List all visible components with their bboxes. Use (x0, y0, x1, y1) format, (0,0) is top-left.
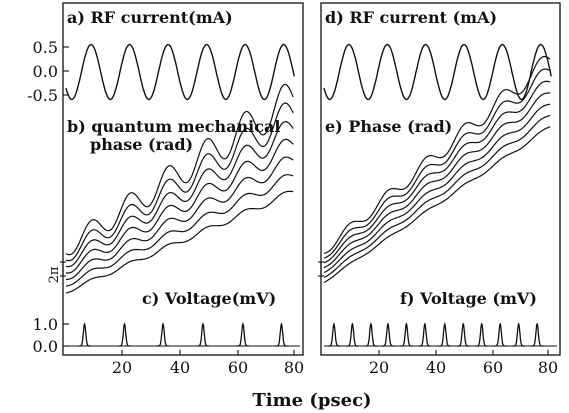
series-phase-e-1 (323, 114, 551, 279)
xtick-left-80: 80 (284, 358, 304, 377)
spike-f-0 (327, 322, 341, 347)
series-phase-b-1 (65, 174, 294, 287)
spike-c-1 (118, 322, 131, 347)
ytick-a-0: 0.5 (33, 38, 58, 57)
spike-f-5 (418, 322, 431, 347)
series-rf-current-d (323, 43, 552, 101)
series-phase-e-0 (323, 126, 551, 284)
xtick-left-20: 20 (112, 358, 132, 377)
spike-f-7 (457, 322, 470, 347)
xtick-right-40: 40 (426, 358, 446, 377)
ytick-c-1: 0.0 (33, 337, 58, 356)
spike-f-2 (364, 322, 377, 347)
series-phase-b-2 (66, 156, 294, 281)
series-phase-b-0 (65, 190, 294, 294)
series-phase-b-4 (65, 120, 294, 268)
title-f: f) Voltage (mV) (400, 289, 537, 308)
right-panel-frame (320, 2, 561, 356)
spike-c-3 (196, 322, 209, 347)
two-pi-bar (60, 261, 66, 277)
spike-f-4 (400, 322, 413, 347)
title-a: a) RF current(mA) (67, 8, 233, 27)
two-pi-label: 2π (47, 266, 62, 283)
spike-c-2 (156, 322, 169, 347)
ytick-a-2: -0.5 (27, 86, 58, 105)
spike-f-8 (475, 322, 488, 347)
series-phase-b-5 (65, 102, 294, 262)
series-phase-e-6 (323, 55, 551, 254)
series-phase-e-5 (323, 68, 551, 259)
spike-f-1 (346, 322, 359, 347)
xtick-right-80: 80 (538, 358, 558, 377)
xtick-marks (121, 350, 549, 355)
two-pi-bar-right (318, 261, 324, 277)
ytick-marks (63, 46, 69, 347)
series-phase-e-4 (323, 80, 551, 264)
spike-f-9 (493, 322, 507, 347)
curves (65, 43, 557, 347)
title-b: b) quantum mechanical (67, 117, 280, 136)
spike-f-3 (381, 322, 394, 347)
title-e: e) Phase (rad) (325, 117, 452, 136)
left-panel-frame (62, 2, 304, 356)
spike-f-11 (530, 322, 544, 347)
ytick-a-1: 0.0 (33, 62, 58, 81)
ytick-c-0: 1.0 (33, 315, 58, 334)
series-phase-e-2 (323, 103, 551, 274)
xtick-left-60: 60 (228, 358, 248, 377)
spike-f-10 (512, 322, 525, 347)
spike-c-5 (275, 322, 288, 347)
xtick-right-60: 60 (483, 358, 503, 377)
title-c: c) Voltage(mV) (142, 289, 276, 308)
series-rf-current-a (65, 43, 295, 101)
xtick-left-40: 40 (170, 358, 190, 377)
spike-c-4 (236, 322, 249, 347)
series-phase-b-3 (65, 138, 294, 274)
series-phase-e-3 (323, 92, 551, 269)
spike-c-0 (78, 322, 91, 347)
x-axis-label: Time (psec) (252, 390, 371, 411)
xtick-right-20: 20 (369, 358, 389, 377)
title-b-line2: phase (rad) (90, 135, 193, 154)
series-phase-b-6 (65, 83, 294, 256)
spike-f-6 (438, 322, 451, 347)
title-d: d) RF current (mA) (325, 8, 497, 27)
